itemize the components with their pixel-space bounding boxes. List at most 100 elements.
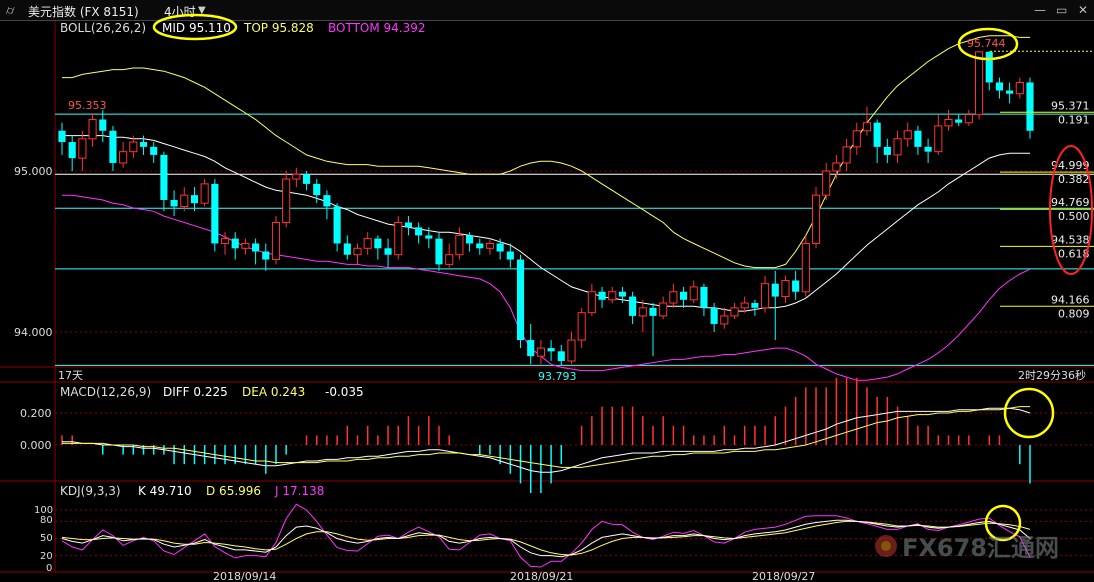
candle-body [801,242,810,293]
candle-body [262,251,270,260]
candle-body [445,254,454,265]
kdj-tick-label: 100 [34,505,53,516]
macd-dea-value: DEA 0.243 [242,385,305,399]
candle-body [629,296,637,316]
fib-levels: 95.3710.19194.9990.38294.7690.50094.5380… [1000,99,1094,320]
candle-body [58,130,66,143]
candle-body [516,259,525,341]
candle-body [78,138,87,159]
candle-body [466,235,474,244]
candle-body [180,194,189,207]
candle-body [934,125,943,153]
candle-body [659,302,668,317]
candle-body [99,119,107,131]
candle-body [638,307,647,317]
maximize-button[interactable]: ▭ [1056,3,1068,17]
peak-label: 95.744 [967,37,1006,50]
fx678-watermark: FX678汇通网 [875,534,1059,562]
candle-body [415,227,423,236]
x-tick-label: 2018/09/27 [752,570,815,582]
candle-body [547,348,555,352]
kdj-d-value: D 65.996 [206,484,261,498]
candle-body [139,142,148,147]
candle-body [302,174,311,184]
highlight-circle-macd [1003,387,1055,439]
fib-ratio-label: 0.809 [1058,307,1090,320]
main-grid [55,170,1094,333]
candle-body [496,243,504,252]
macd-grid [55,412,1094,446]
kdj-tick-label: 0 [46,563,52,574]
boll-mid-value: MID 95.110 [162,21,231,35]
fib-price-label: 94.999 [1051,159,1090,172]
fib-ratio-label: 0.382 [1058,173,1090,186]
candle-body [404,222,413,228]
macd-dea-line [62,406,1030,468]
candle-body [231,238,239,249]
candle-body [333,206,341,244]
candle-body [384,248,392,255]
candle-body [211,183,219,244]
candle-body [252,243,260,252]
candle-body [1026,82,1034,131]
candle-body [974,51,984,116]
candle-body [394,222,403,256]
candle-body [88,118,97,140]
candle-body [485,242,495,249]
candle-body [557,351,565,361]
candle-body [608,291,617,301]
candle-body [985,51,993,83]
candle-body [160,154,168,200]
candle-body [68,142,76,159]
candle-body [150,146,158,155]
candle-body [374,238,382,249]
candle-body [964,114,973,124]
boll-upper-line [62,35,1030,269]
fib-price-label: 94.166 [1051,293,1090,306]
candle-body [955,119,963,123]
candle-body [527,340,535,357]
countdown-label: 2时29分36秒 [1018,368,1086,382]
candle-body [618,291,626,297]
candle-body [353,247,362,256]
candle-body [822,170,831,196]
macd-histogram-value: -0.035 [325,385,364,399]
kdj-k-value: K 49.710 [138,484,192,498]
candle-body [598,291,606,300]
highlight-ellipse-fib [1049,145,1093,275]
close-button[interactable]: ✕ [1078,3,1089,17]
boll-top-value: TOP 95.828 [243,21,314,35]
candle-body [771,283,779,297]
fib-price-label: 94.769 [1051,196,1090,209]
svg-text:FX678汇通网: FX678汇通网 [902,534,1059,562]
kdj-grid [55,509,1094,557]
macd-label: MACD(12,26,9) [60,385,151,399]
candle-body [1006,90,1014,94]
candle-body [200,183,209,204]
candle-body [832,162,841,172]
macd-plot [61,377,1031,493]
candle-body [893,138,902,156]
candle-body [313,183,321,196]
boll-label: BOLL(26,26,2) [60,21,146,35]
boll-mid-line [62,135,1030,312]
candle-body [700,286,708,308]
candle-body [536,347,545,357]
kdj-j-line [61,503,1031,568]
fib-ratio-label: 0.500 [1058,210,1090,223]
macd-tick-label: 0.200 [20,407,52,420]
kdj-plot [61,503,1031,568]
candle-body [914,130,922,147]
x-tick-label: 2018/09/14 [213,570,276,582]
candle-body [710,307,718,324]
candle-body [669,291,678,304]
candle-body [903,130,912,140]
kdj-label: KDJ(9,3,3) [60,484,121,498]
candle-body [792,280,800,292]
candle-body [649,307,657,316]
candle-body [944,118,953,127]
fib-ratio-label: 0.191 [1058,113,1090,126]
chevron-down-icon[interactable]: ▼ [198,5,206,16]
minimize-button[interactable]: — [1034,3,1046,17]
